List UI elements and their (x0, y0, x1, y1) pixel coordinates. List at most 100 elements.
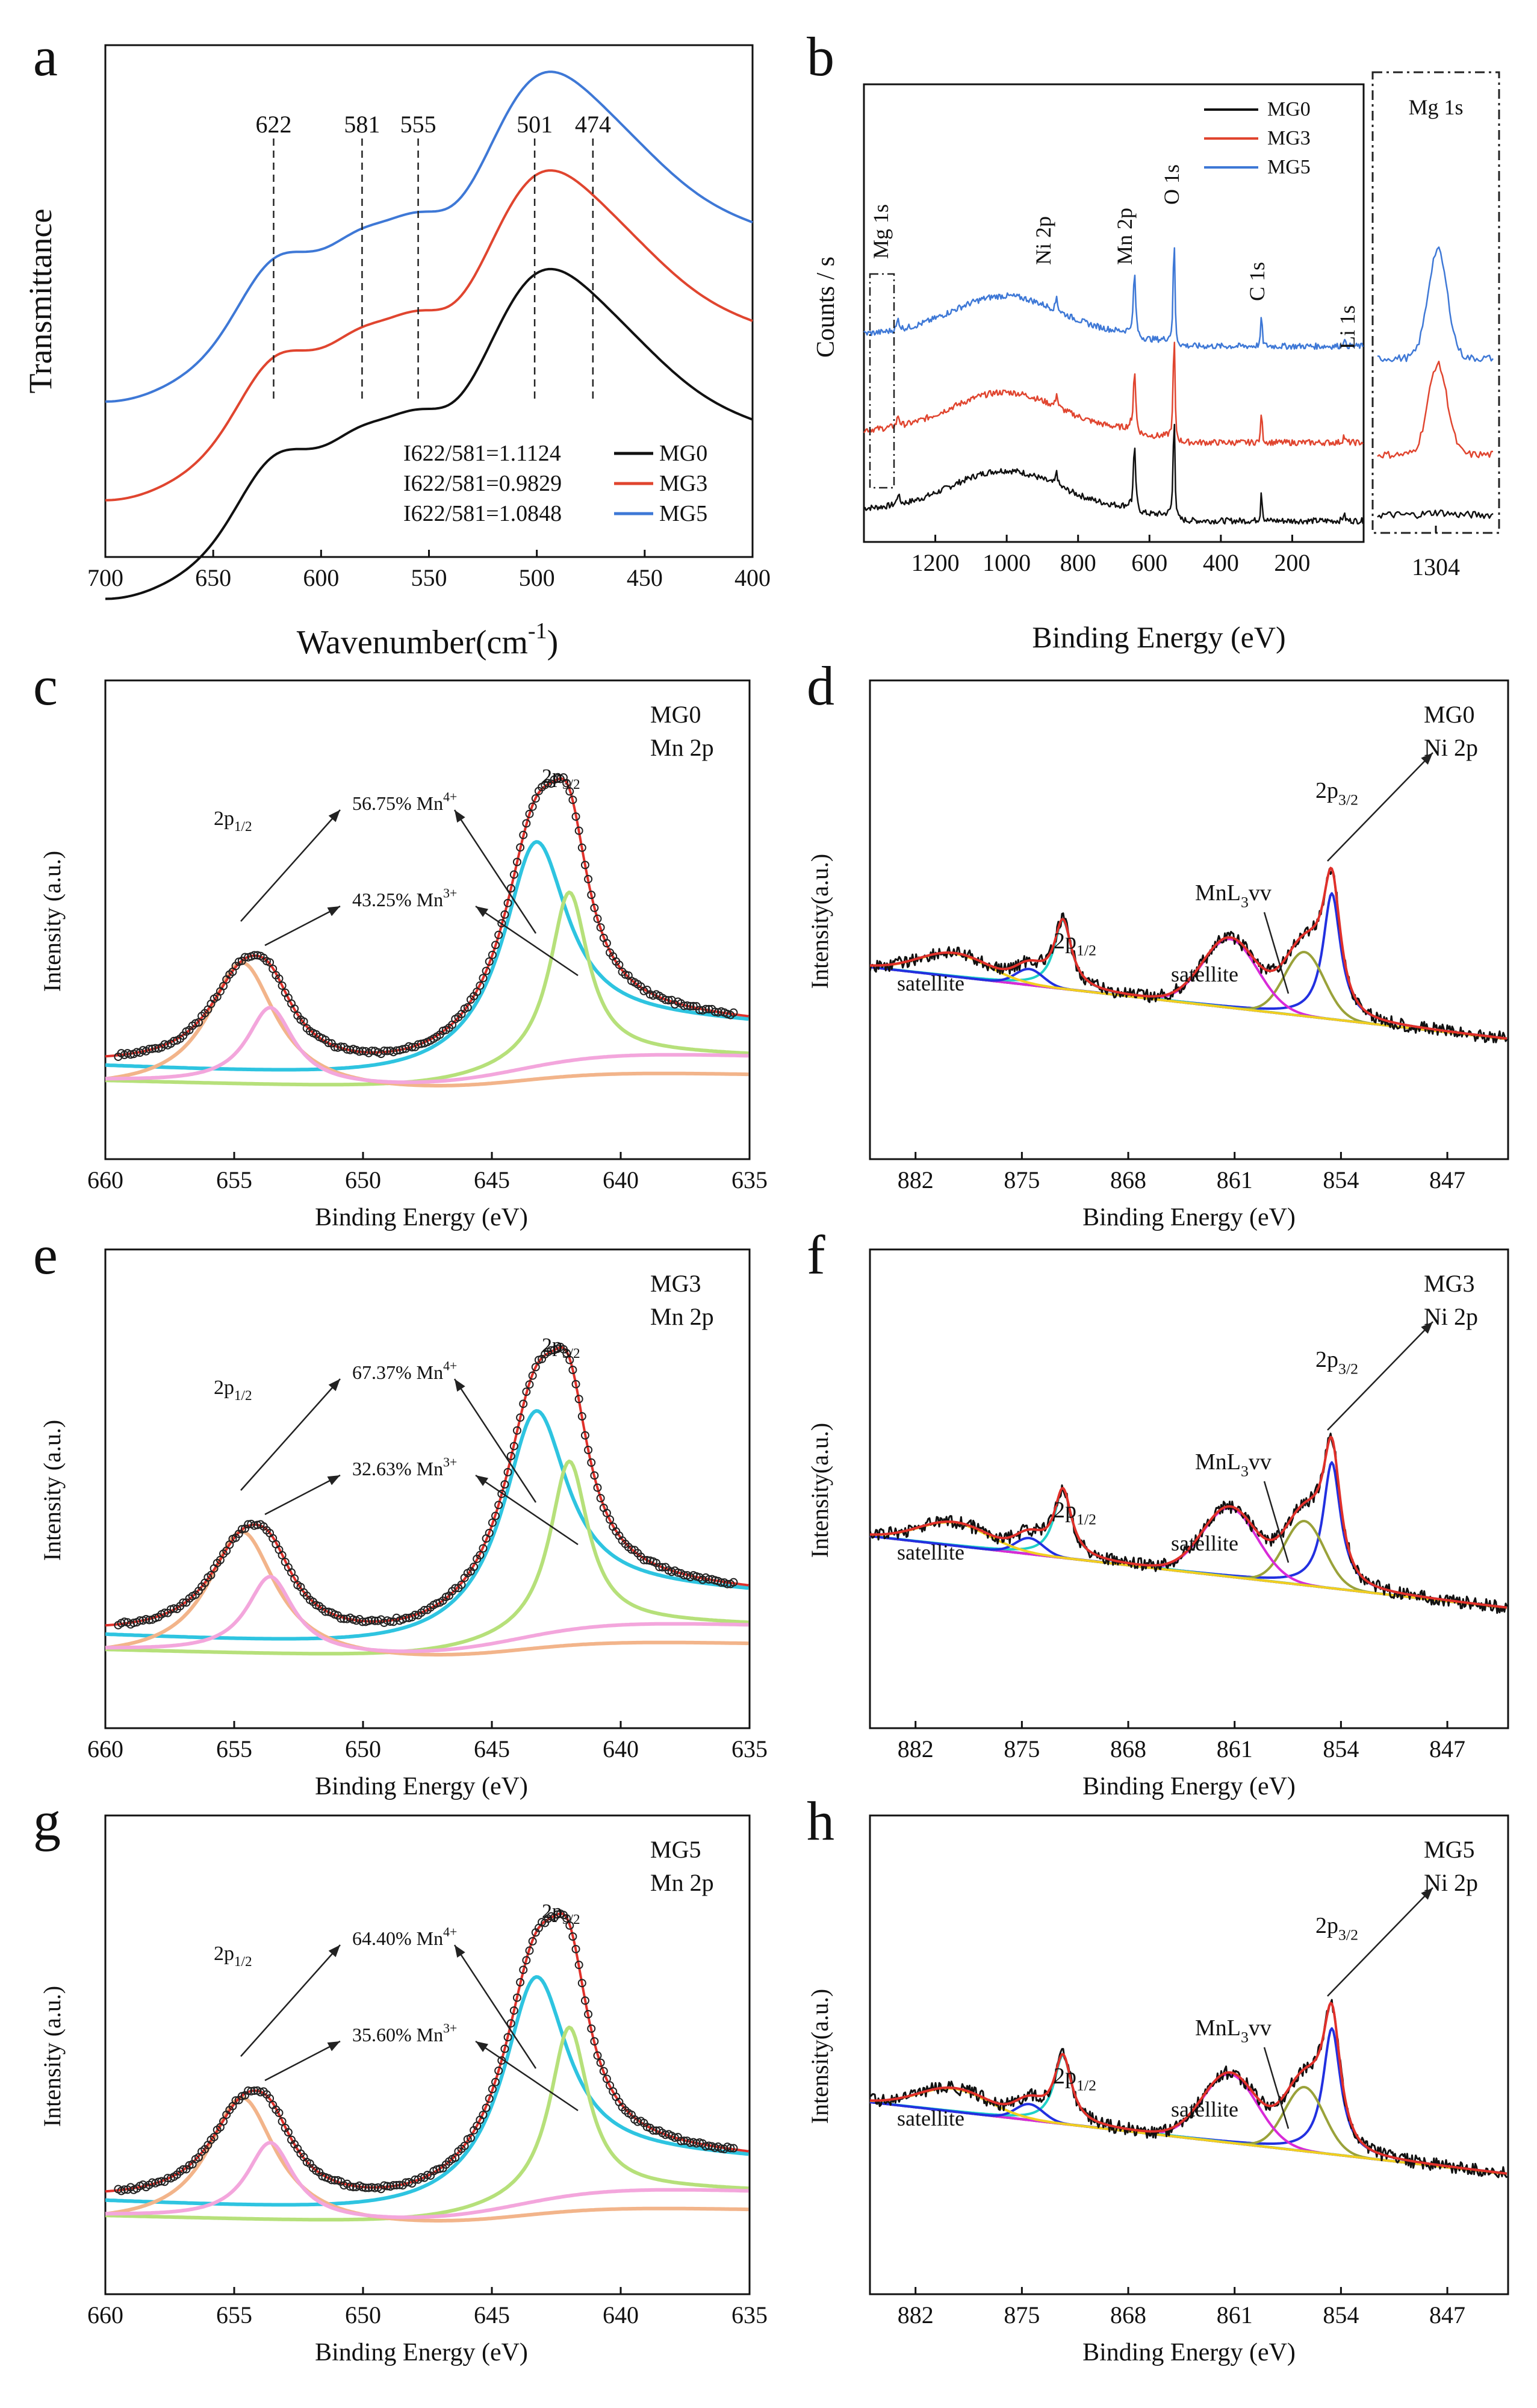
panel-c-xlabel: Binding Energy (eV) (315, 1204, 528, 1231)
panel-e-xtick-label: 635 (731, 1735, 768, 1762)
panel-c-data-point (689, 1001, 698, 1010)
panel-h-letter: h (807, 1790, 834, 1852)
panel-c-data-point (516, 843, 525, 852)
panel-a-legend-label: MG0 (659, 441, 707, 466)
panel-d-p32-part: 2p (1315, 778, 1338, 803)
panel-b-xtick-label: 200 (1274, 549, 1310, 576)
panel-a-xtick-label: 400 (734, 564, 771, 591)
panel-g-arrow-mn4-left (240, 1944, 341, 2057)
panel-b-letter: b (807, 26, 834, 87)
panel-a-peak-label: 555 (400, 111, 436, 138)
panel-b-xtick-label: 600 (1131, 549, 1167, 576)
panel-g-data-point (402, 2178, 411, 2187)
panel-g-p32-part: 2p (542, 1900, 562, 1923)
panel-g-data-point (590, 2037, 599, 2046)
panel-c-data-point (580, 860, 589, 870)
panel-e-mn4-part: 67.37% Mn (352, 1361, 443, 1383)
panel-e-mn3: 32.63% Mn3+ (352, 1455, 457, 1479)
panel-e-data-point (250, 1521, 259, 1530)
panel-g-data-point (370, 2183, 379, 2192)
panel-h-p32-part: 2p (1315, 1913, 1338, 1938)
panel-h-satellite-left: satellite (897, 2106, 964, 2130)
panel-g-data-point (503, 2033, 512, 2042)
panel-b-peak-label: O 1s (1160, 164, 1184, 205)
panel-g-data-point (231, 2096, 240, 2105)
panel-c-arrow-mn4-left (240, 809, 341, 922)
panel-g-data-point (327, 2176, 336, 2185)
panel-b-inset-series-MG5 (1377, 246, 1494, 362)
panel-e-data-point (386, 1617, 395, 1626)
panel-g-data-point (460, 2141, 469, 2150)
panel-a-xtick-label: 600 (303, 564, 339, 591)
panel-a-series-MG0 (105, 267, 753, 600)
panel-c-xtick-label: 650 (345, 1166, 381, 1193)
panel-g-data-point (380, 2181, 389, 2190)
panel-e-data-point (531, 1363, 540, 1372)
panel-a-letter: a (33, 26, 58, 87)
panel-f-xtick-label: 875 (1004, 1735, 1040, 1762)
panel-d-xtick-label: 875 (1004, 1166, 1040, 1193)
panel-f-xtick-label: 868 (1110, 1735, 1146, 1762)
panel-c-data-point (584, 874, 593, 883)
panel-g-data-point (522, 1956, 531, 1965)
panel-e-arrow-mn4-left (240, 1378, 341, 1491)
panel-c-data-point (343, 1045, 352, 1054)
panel-g-data-point (250, 2086, 259, 2095)
panel-c-data-point (355, 1047, 364, 1056)
panel-c-data-point (491, 941, 500, 950)
panel-g-xtick-label: 635 (731, 2301, 768, 2329)
panel-e-mn4-part: 4+ (443, 1359, 457, 1374)
panel-a-peak-label: 581 (344, 111, 380, 138)
panel-c-data-point (701, 1004, 710, 1013)
panel-e-data-point (358, 1617, 367, 1626)
panel-e-mn3-part: 3+ (443, 1455, 457, 1470)
panel-g-data-point (562, 1914, 571, 1923)
panel-d-p12: 2p1/2 (1054, 929, 1096, 959)
panel-f-auger-part: MnL (1195, 1449, 1241, 1475)
panel-d-arrow-ni (1327, 752, 1433, 862)
panel-d-satellite-right: satellite (1171, 962, 1238, 986)
panel-g-data-point (565, 1921, 574, 1930)
panel-g-data-point (482, 2103, 491, 2112)
panel-f-sample: MG3 (1424, 1270, 1474, 1297)
panel-g-data-point (349, 2183, 358, 2192)
panel-h-satellite-right: satellite (1171, 2097, 1238, 2121)
panel-c-data-point (568, 795, 577, 804)
panel-c-component-green (105, 890, 749, 1087)
panel-c-data-point (240, 953, 249, 962)
panel-d-p12-part: 1/2 (1076, 941, 1096, 959)
panel-c-data-point (571, 812, 580, 821)
panel-b-peak-label: C 1s (1245, 262, 1269, 301)
panel-g-data-point (358, 2183, 367, 2192)
panel-a-ratio: I622/581=0.9829 (403, 471, 562, 496)
panel-a-legend-label: MG3 (659, 471, 707, 496)
panel-d-xtick-label: 861 (1217, 1166, 1253, 1193)
panel-b-peak-label: Ni 2p (1031, 216, 1055, 265)
panel-f-p32-part: 3/2 (1338, 1360, 1358, 1377)
panel-f-xlabel: Binding Energy (eV) (1082, 1773, 1296, 1800)
panel-c-data-point (528, 802, 537, 811)
panel-d-satellite-left: satellite (897, 971, 964, 995)
panel-h-xtick-label: 861 (1217, 2301, 1253, 2329)
panel-g-p12: 2p1/2 (214, 1943, 252, 1970)
panel-g-data-point (491, 2077, 500, 2086)
panel-c-p12-part: 1/2 (234, 819, 252, 835)
panel-c-data-point (710, 1007, 719, 1016)
panel-e-data-point (253, 1520, 262, 1529)
panel-g-data-point (278, 2117, 287, 2126)
panel-d-p32: 2p3/2 (1315, 778, 1358, 808)
panel-c-data-point (324, 1038, 333, 1047)
panel-c-data-point (330, 1042, 339, 1051)
panel-d-auger-pointer (1263, 912, 1290, 994)
panel-c-data-point (686, 1002, 695, 1011)
panel-c-data-point (500, 910, 509, 919)
panel-f-xtick-label: 847 (1429, 1735, 1465, 1762)
panel-e-data-point (340, 1614, 349, 1623)
panel-c-data-point (695, 1006, 704, 1015)
panel-b-legend-label: MG3 (1267, 127, 1311, 149)
panel-c-data-point (250, 951, 259, 960)
panel-e-data-point (577, 1412, 586, 1421)
panel-g-component-pink (105, 2141, 749, 2220)
panel-g-data-point (686, 2138, 695, 2147)
panel-d-p12-part: 2p (1054, 929, 1076, 954)
